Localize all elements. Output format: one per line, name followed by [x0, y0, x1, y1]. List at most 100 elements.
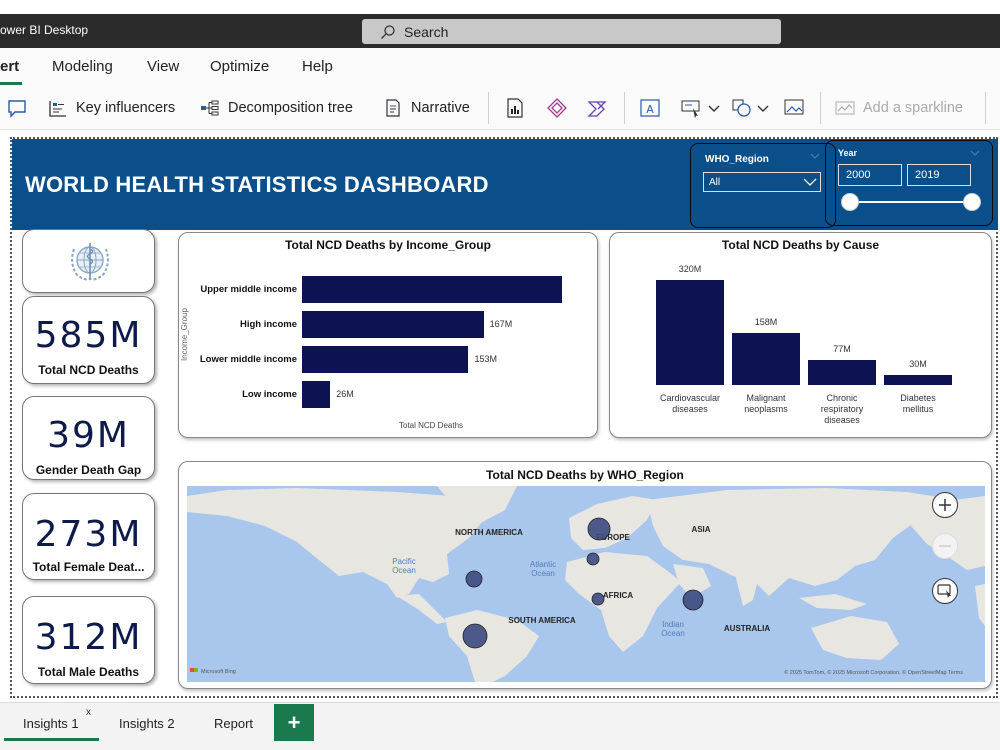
- power-automate-icon[interactable]: [587, 97, 609, 119]
- buttons-icon[interactable]: [680, 97, 702, 119]
- atlantic-ocean-label-line1: Atlantic: [530, 560, 556, 569]
- pacific-ocean-label: Pacific Ocean: [392, 557, 416, 575]
- bar[interactable]: [732, 333, 800, 385]
- key-influencers-icon: [49, 101, 66, 117]
- search-box[interactable]: Search: [362, 19, 781, 44]
- narrative-icon: [386, 99, 400, 117]
- who-logo-card: [22, 229, 155, 293]
- map-bubble-europe: [587, 517, 611, 541]
- indian-ocean-label-line2: Ocean: [661, 629, 685, 638]
- year-slider-track[interactable]: [850, 201, 972, 203]
- narrative-button[interactable]: Narrative: [383, 98, 470, 118]
- year-slicer[interactable]: [825, 140, 993, 226]
- pacific-ocean-label-line1: Pacific: [392, 557, 416, 566]
- year-end-input[interactable]: 2019: [907, 164, 971, 186]
- zoom-out-button[interactable]: [932, 533, 958, 559]
- data-label: 26M: [336, 389, 354, 399]
- bar[interactable]: [656, 280, 724, 385]
- year-slider-start-handle[interactable]: [841, 193, 859, 211]
- region-map-chart[interactable]: Total NCD Deaths by WHO_Region: [178, 461, 992, 689]
- kpi-label: Total NCD Deaths: [38, 363, 139, 377]
- comment-icon[interactable]: [6, 97, 28, 119]
- collapse-chevron-icon[interactable]: [810, 152, 820, 160]
- income-group-chart[interactable]: Total NCD Deaths by Income_Group Income_…: [178, 232, 598, 438]
- bar[interactable]: [302, 311, 484, 338]
- menu-help[interactable]: Help: [302, 58, 333, 75]
- chevron-down-icon[interactable]: [704, 97, 726, 119]
- dashboard-title: WORLD HEALTH STATISTICS DASHBOARD: [25, 172, 489, 197]
- menu-bar: [0, 48, 1000, 86]
- x-axis-title: Total NCD Deaths: [399, 421, 464, 430]
- tab-close-icon[interactable]: x: [86, 707, 91, 718]
- ribbon-separator: [488, 92, 489, 124]
- search-icon: [381, 24, 395, 39]
- map-bubble-africa: [591, 592, 605, 606]
- menu-optimize[interactable]: Optimize: [210, 58, 270, 75]
- tab-insights-1[interactable]: Insights 1: [23, 716, 79, 731]
- world-map[interactable]: Pacific Ocean Atlantic Ocean Indian Ocean N…: [187, 486, 985, 682]
- add-sparkline-label: Add a sparkline: [863, 100, 963, 116]
- text-box-icon[interactable]: A: [639, 97, 661, 119]
- region-slicer[interactable]: [690, 143, 836, 228]
- add-sparkline-button[interactable]: Add a sparkline: [835, 98, 963, 118]
- bar[interactable]: [884, 375, 952, 385]
- dashboard-header: [12, 139, 998, 230]
- kpi-value: 585M: [34, 315, 143, 356]
- chart-title: Total NCD Deaths by Income_Group: [285, 238, 491, 252]
- sparkline-icon: [835, 101, 855, 115]
- paginated-report-icon[interactable]: [504, 97, 526, 119]
- australia-label: AUSTRALIA: [724, 624, 770, 633]
- image-icon[interactable]: [783, 97, 805, 119]
- map-attribution: © 2025 TomTom, © 2025 Microsoft Corporat…: [784, 669, 963, 676]
- zoom-in-button[interactable]: [932, 492, 958, 518]
- menu-modeling[interactable]: Modeling: [52, 58, 113, 75]
- menu-view[interactable]: View: [147, 58, 180, 75]
- add-page-button[interactable]: +: [274, 704, 314, 741]
- year-slider-end-handle[interactable]: [963, 193, 981, 211]
- map-select-button[interactable]: [932, 578, 958, 604]
- chevron-down-icon[interactable]: [753, 97, 775, 119]
- category-label-line: mellitus: [902, 404, 934, 414]
- tab-insights-2[interactable]: Insights 2: [119, 716, 175, 731]
- atlantic-ocean-label: Atlantic Ocean: [530, 560, 556, 578]
- menu-insert[interactable]: ert: [0, 58, 20, 75]
- search-label: Search: [404, 23, 449, 40]
- decomposition-tree-button[interactable]: Decomposition tree: [200, 98, 353, 118]
- north-america-label: NORTH AMERICA: [455, 528, 523, 537]
- region-dropdown[interactable]: All: [703, 172, 821, 192]
- bar[interactable]: [302, 276, 562, 303]
- bing-logo-icon: [194, 668, 198, 672]
- kpi-card-female-deaths: 273M Total Female Deat...: [22, 493, 155, 580]
- category-label-line: neoplasms: [744, 404, 788, 414]
- category-label: Upper middle income: [200, 284, 297, 295]
- tab-report[interactable]: Report: [214, 716, 254, 731]
- kpi-value: 39M: [47, 415, 130, 456]
- collapse-chevron-icon[interactable]: [970, 149, 980, 157]
- kpi-card-gender-gap: 39M Gender Death Gap: [22, 396, 155, 480]
- data-label: 30M: [909, 359, 927, 370]
- bing-logo-icon: [190, 668, 194, 672]
- map-bubble-americas: [465, 570, 483, 588]
- kpi-card-male-deaths: 312M Total Male Deaths: [22, 596, 155, 684]
- kpi-value: 312M: [34, 617, 143, 658]
- bar[interactable]: [302, 381, 331, 408]
- kpi-label: Total Female Deat...: [32, 560, 145, 574]
- pacific-ocean-label-line2: Ocean: [392, 566, 416, 575]
- map-brand: Microsoft Bing: [201, 669, 236, 675]
- bar[interactable]: [302, 346, 469, 373]
- cause-chart[interactable]: Total NCD Deaths by Cause 320M Cardiovasc…: [609, 232, 992, 438]
- active-tab-indicator: [4, 738, 99, 741]
- region-slicer-label: WHO_Region: [705, 154, 769, 165]
- key-influencers-label: Key influencers: [76, 100, 176, 116]
- category-label-line: Malignant: [746, 393, 786, 403]
- map-bubble-south-east-asia: [682, 589, 704, 611]
- bar[interactable]: [808, 359, 876, 385]
- kpi-label: Gender Death Gap: [35, 463, 142, 477]
- shapes-icon[interactable]: [731, 97, 753, 119]
- power-apps-icon[interactable]: [546, 97, 568, 119]
- key-influencers-button[interactable]: Key influencers: [48, 98, 175, 118]
- year-start-input[interactable]: 2000: [838, 164, 902, 186]
- kpi-label: Total Male Deaths: [37, 665, 140, 679]
- category-label-line: respiratory: [820, 404, 864, 414]
- data-label: 153M: [474, 354, 497, 364]
